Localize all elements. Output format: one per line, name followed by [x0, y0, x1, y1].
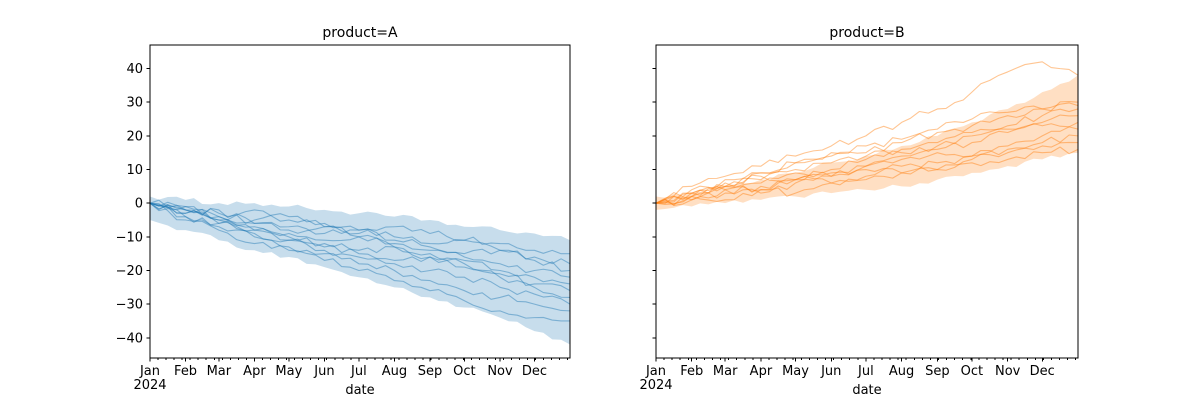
x-tick-label: Sep [418, 364, 443, 379]
chart-a-title: product=A [322, 25, 398, 41]
chart-b-title: product=B [829, 25, 905, 41]
x-tick-label: Jul [857, 364, 874, 379]
x-tick-label: Apr [750, 364, 773, 379]
series-line-b [656, 134, 1078, 204]
x-tick-label: Jun [313, 364, 334, 379]
y-tick-label: 0 [135, 197, 143, 212]
series-line-a [150, 202, 570, 285]
series-line-b [656, 121, 1078, 207]
x-tick-label: Jul [350, 364, 367, 379]
series-line-b [656, 101, 1078, 204]
series-line-b [656, 102, 1078, 204]
series-line-a [150, 202, 570, 265]
x-tick-label: Oct [453, 364, 475, 379]
series-line-b [656, 146, 1078, 205]
y-tick-label: −40 [116, 331, 143, 346]
x-tick-label: Aug [889, 364, 914, 379]
series-line-a [150, 202, 570, 272]
x-tick-label: Apr [243, 364, 266, 379]
series-line-a [150, 201, 570, 255]
x-tick-label: Sep [925, 364, 950, 379]
y-tick-label: 40 [126, 62, 143, 77]
series-line-b [656, 114, 1078, 204]
x-tick-label: Jan [645, 364, 666, 379]
x-tick-label: May [275, 364, 302, 379]
series-line-b [656, 61, 1078, 204]
chart-b-xlabel: date [852, 383, 882, 398]
chart-a-xlabel: date [345, 383, 375, 398]
y-tick-label: −10 [116, 230, 143, 245]
envelope-band-a [150, 196, 570, 345]
series-line-a [150, 202, 570, 305]
x-tick-label: Aug [382, 364, 407, 379]
x-tick-label: Nov [487, 364, 513, 379]
series-line-b [656, 108, 1078, 205]
x-tick-label: Jun [820, 364, 841, 379]
y-tick-label: −30 [116, 298, 143, 313]
series-line-a [150, 202, 570, 298]
series-line-a [150, 202, 570, 312]
x-tick-label: Feb [174, 364, 197, 379]
x-tick-label: Mar [207, 364, 232, 379]
y-tick-label: 10 [126, 163, 143, 178]
series-line-a [150, 202, 570, 322]
x-tick-label: Nov [995, 364, 1021, 379]
axes-box [149, 44, 571, 359]
x-tick-label: Mar [713, 364, 738, 379]
y-tick-label: −20 [116, 264, 143, 279]
axes-box [655, 44, 1079, 359]
x-tick-label: Dec [1030, 364, 1055, 379]
y-tick-label: 30 [126, 96, 143, 111]
series-line-b [656, 141, 1078, 206]
x-tick-label: Jan [139, 364, 160, 379]
x-offset-label: 2024 [133, 378, 166, 393]
series-line-b [656, 126, 1078, 205]
series-line-a [150, 199, 570, 278]
x-tick-label: May [782, 364, 809, 379]
series-line-a [150, 202, 570, 292]
x-tick-label: Feb [680, 364, 703, 379]
x-offset-label: 2024 [639, 378, 672, 393]
x-tick-label: Dec [522, 364, 547, 379]
envelope-band-b [656, 75, 1078, 210]
y-tick-label: 20 [126, 129, 143, 144]
x-tick-label: Oct [961, 364, 983, 379]
